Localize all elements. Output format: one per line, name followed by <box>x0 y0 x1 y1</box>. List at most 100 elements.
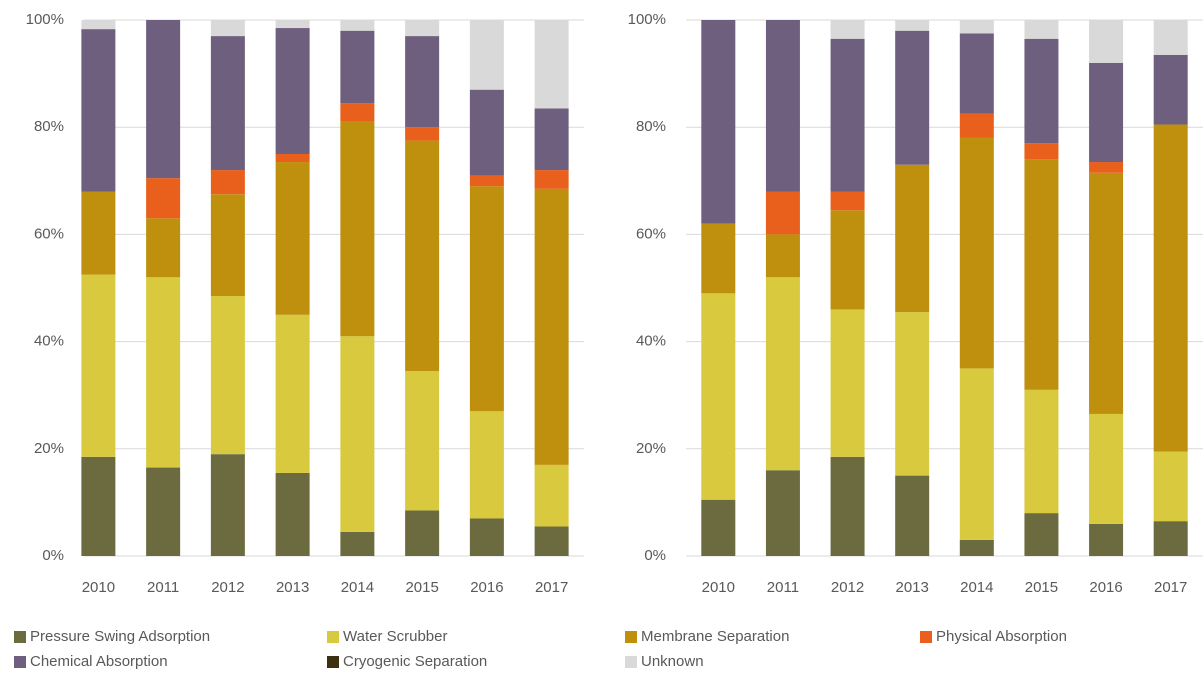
x-tick-label: 2011 <box>767 579 799 596</box>
bar-segment <box>830 456 865 556</box>
bar-segment <box>340 103 375 122</box>
bar-segment <box>146 467 181 556</box>
bar-segment <box>146 218 181 278</box>
bar-segment <box>210 454 245 556</box>
bar-segment <box>1089 172 1124 414</box>
legend-label: Pressure Swing Adsorption <box>30 628 210 645</box>
bar-segment <box>959 20 994 34</box>
bar-segment <box>210 194 245 297</box>
y-tick-label: 60% <box>34 225 64 242</box>
legend-label: Cryogenic Separation <box>343 653 487 670</box>
bar-segment <box>340 531 375 556</box>
bar-segment <box>534 526 569 556</box>
bar-segment <box>895 20 930 31</box>
bar-segment <box>1089 413 1124 524</box>
bar-segment <box>534 464 569 527</box>
y-tick-label: 40% <box>636 333 666 350</box>
x-tick-label: 2013 <box>276 579 309 596</box>
y-tick-label: 20% <box>636 440 666 457</box>
bar-segment <box>81 274 116 457</box>
bar-segment <box>895 164 930 313</box>
bar-segment <box>1089 162 1124 173</box>
legend-swatch <box>625 656 637 668</box>
bar-segment <box>146 277 181 468</box>
bar-segment <box>340 30 375 104</box>
bar-segment <box>1089 20 1124 63</box>
bar-segment <box>405 36 440 128</box>
legend-label: Chemical Absorption <box>30 653 168 670</box>
bar-segment <box>405 20 440 37</box>
bar-segment <box>1153 20 1188 55</box>
bar-segment <box>765 470 800 556</box>
y-tick-label: 20% <box>34 440 64 457</box>
legend-label: Unknown <box>641 653 704 670</box>
x-tick-label: 2015 <box>405 579 438 596</box>
bar-segment <box>959 137 994 369</box>
x-tick-label: 2010 <box>702 579 735 596</box>
x-tick-label: 2016 <box>1089 579 1122 596</box>
bar-segment <box>469 186 504 412</box>
bar-segment <box>469 175 504 187</box>
legend-swatch <box>327 656 339 668</box>
bar-segment <box>534 108 569 171</box>
x-tick-label: 2016 <box>470 579 503 596</box>
y-tick-label: 40% <box>34 333 64 350</box>
bar-segment <box>765 20 800 192</box>
bar-segment <box>146 178 181 219</box>
bar-segment <box>534 188 569 465</box>
bar-segment <box>405 140 440 372</box>
bar-segment <box>830 210 865 310</box>
bar-segment <box>959 539 994 556</box>
bar-segment <box>1024 20 1059 39</box>
x-tick-label: 2010 <box>82 579 115 596</box>
bar-segment <box>1153 124 1188 452</box>
y-tick-label: 80% <box>636 118 666 135</box>
bar-segment <box>146 20 181 179</box>
bar-segment <box>81 29 116 192</box>
bar-segment <box>765 234 800 278</box>
bar-segment <box>701 20 736 224</box>
bar-segment <box>405 127 440 141</box>
x-tick-label: 2011 <box>147 579 179 596</box>
y-tick-label: 80% <box>34 118 64 135</box>
y-tick-label: 0% <box>644 547 666 564</box>
bar-segment <box>830 38 865 192</box>
bar-segment <box>210 170 245 195</box>
bar-segment <box>1024 38 1059 144</box>
legend-label: Water Scrubber <box>343 628 447 645</box>
legend-swatch <box>14 631 26 643</box>
y-tick-label: 100% <box>26 11 64 28</box>
bar-segment <box>469 411 504 519</box>
bar-segment <box>1153 521 1188 556</box>
x-tick-label: 2017 <box>1154 579 1187 596</box>
bar-segment <box>959 113 994 138</box>
bar-segment <box>1153 451 1188 522</box>
bar-segment <box>469 89 504 176</box>
bar-segment <box>275 20 310 29</box>
bar-segment <box>405 510 440 556</box>
x-tick-label: 2017 <box>535 579 568 596</box>
x-tick-label: 2013 <box>896 579 929 596</box>
legend-swatch <box>625 631 637 643</box>
bar-segment <box>210 296 245 455</box>
bar-segment <box>701 293 736 500</box>
bar-segment <box>959 33 994 114</box>
y-tick-label: 0% <box>42 547 64 564</box>
bar-segment <box>340 121 375 337</box>
bar-segment <box>830 191 865 211</box>
x-tick-label: 2014 <box>960 579 993 596</box>
legend-swatch <box>327 631 339 643</box>
bar-segment <box>340 336 375 532</box>
legend-label: Physical Absorption <box>936 628 1067 645</box>
bar-segment <box>340 20 375 31</box>
bar-segment <box>210 20 245 37</box>
bar-segment <box>830 309 865 457</box>
bar-segment <box>895 475 930 556</box>
bar-segment <box>1024 159 1059 390</box>
bar-segment <box>405 371 440 511</box>
bar-segment <box>959 368 994 540</box>
bar-segment <box>765 191 800 235</box>
bar-segment <box>81 456 116 556</box>
x-tick-label: 2012 <box>831 579 864 596</box>
